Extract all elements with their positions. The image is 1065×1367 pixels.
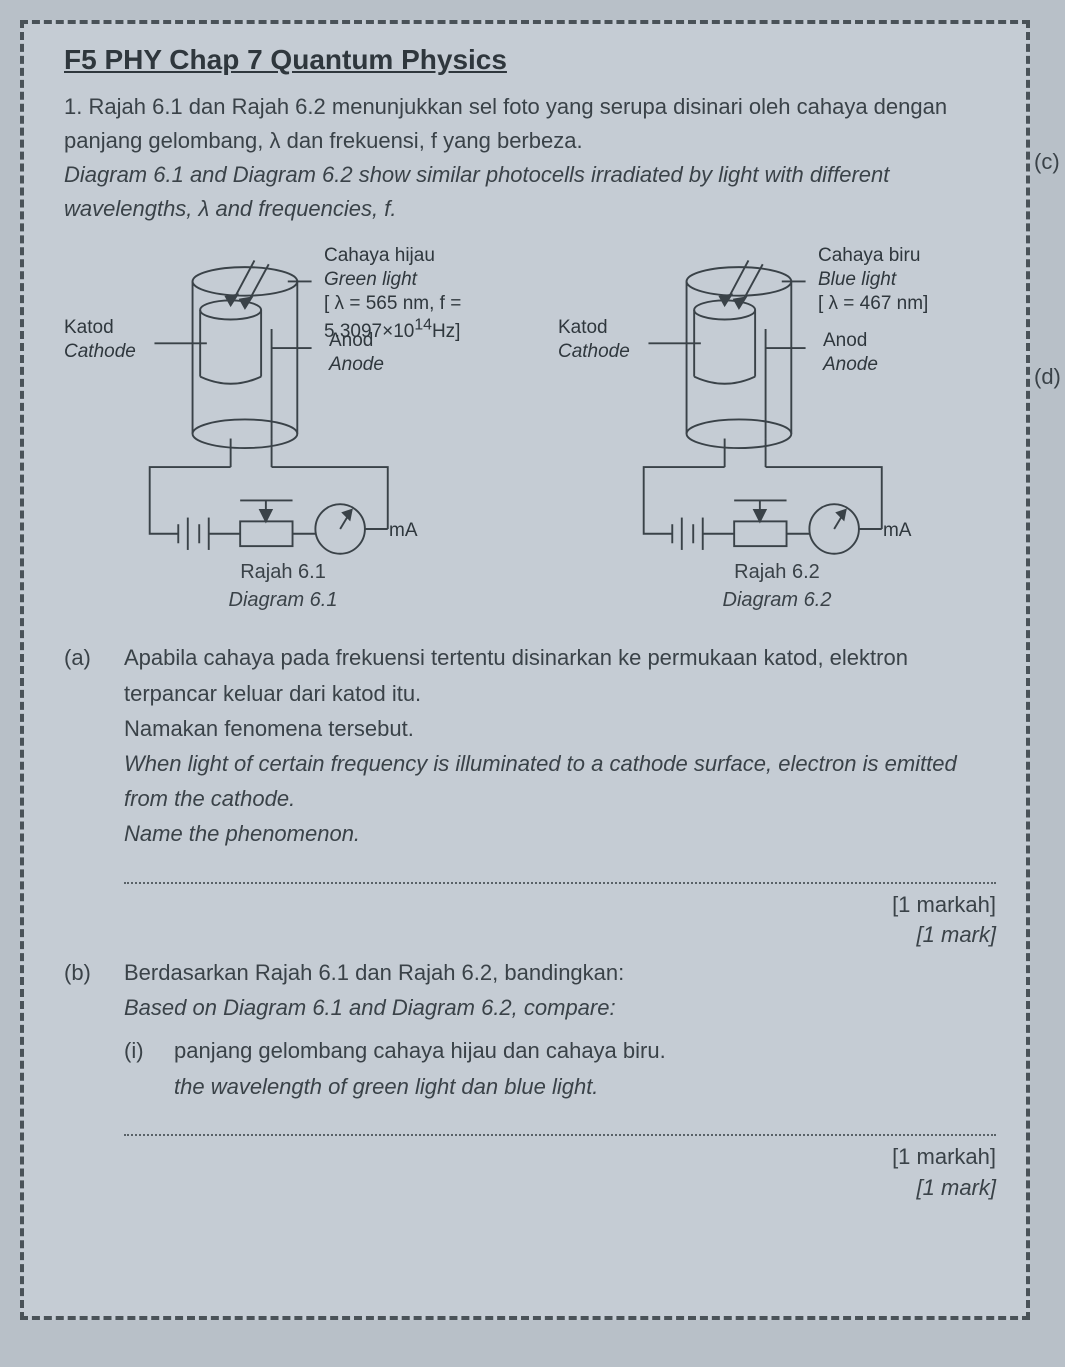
fig1-cathode-label: Katod Cathode bbox=[64, 316, 136, 364]
a-answer-line bbox=[124, 882, 996, 884]
fig1-ma-label: mA bbox=[389, 519, 418, 543]
fig1-anode-label: Anod Anode bbox=[329, 329, 384, 377]
page: (c) (d) F5 PHY Chap 7 Quantum Physics 1.… bbox=[20, 20, 1030, 1320]
fig2-anode-label: Anod Anode bbox=[823, 329, 878, 377]
b-i: (i) panjang gelombang cahaya hijau dan c… bbox=[124, 1033, 996, 1103]
diagram-6-2: Katod Cathode Cahaya biru Blue light [ λ… bbox=[558, 244, 996, 614]
a-ms-2: Namakan fenomena tersebut. bbox=[124, 711, 996, 746]
a-marks: [1 markah] [1 mark] bbox=[124, 890, 996, 952]
side-annotations: (c) (d) bbox=[1034, 24, 1065, 1316]
b-answer-line bbox=[124, 1134, 996, 1136]
side-c: (c) bbox=[1034, 149, 1060, 175]
intro-ms: Rajah 6.1 dan Rajah 6.2 menunjukkan sel … bbox=[64, 94, 947, 153]
q-number: 1. bbox=[64, 94, 82, 119]
fig2-cathode-label: Katod Cathode bbox=[558, 316, 630, 364]
b-marks: [1 markah] [1 mark] bbox=[124, 1142, 996, 1204]
a-number: (a) bbox=[64, 640, 124, 951]
b-i-number: (i) bbox=[124, 1033, 174, 1103]
b-en: Based on Diagram 6.1 and Diagram 6.2, co… bbox=[124, 990, 996, 1025]
a-body: Apabila cahaya pada frekuensi tertentu d… bbox=[124, 640, 996, 951]
b-body: Berdasarkan Rajah 6.1 dan Rajah 6.2, ban… bbox=[124, 955, 996, 1203]
chapter-title: F5 PHY Chap 7 Quantum Physics bbox=[64, 44, 996, 76]
fig2-light-label: Cahaya biru Blue light [ λ = 467 nm] bbox=[818, 244, 928, 315]
diagram-6-1: Katod Cathode Cahaya hijau Green light [… bbox=[64, 244, 502, 614]
intro-en: Diagram 6.1 and Diagram 6.2 show similar… bbox=[64, 158, 996, 226]
question-intro: 1. Rajah 6.1 dan Rajah 6.2 menunjukkan s… bbox=[64, 90, 996, 226]
fig2-caption: Rajah 6.2 Diagram 6.2 bbox=[558, 558, 996, 614]
b-i-body: panjang gelombang cahaya hijau dan cahay… bbox=[174, 1033, 666, 1103]
question-b: (b) Berdasarkan Rajah 6.1 dan Rajah 6.2,… bbox=[64, 955, 996, 1203]
b-number: (b) bbox=[64, 955, 124, 1203]
question-a: (a) Apabila cahaya pada frekuensi terten… bbox=[64, 640, 996, 951]
a-ms-1: Apabila cahaya pada frekuensi tertentu d… bbox=[124, 640, 996, 710]
a-en-1: When light of certain frequency is illum… bbox=[124, 746, 996, 816]
b-i-en: the wavelength of green light dan blue l… bbox=[174, 1069, 666, 1104]
figures-row: Katod Cathode Cahaya hijau Green light [… bbox=[64, 244, 996, 614]
fig1-caption: Rajah 6.1 Diagram 6.1 bbox=[64, 558, 502, 614]
b-i-ms: panjang gelombang cahaya hijau dan cahay… bbox=[174, 1033, 666, 1068]
fig2-ma-label: mA bbox=[883, 519, 912, 543]
b-ms: Berdasarkan Rajah 6.1 dan Rajah 6.2, ban… bbox=[124, 955, 996, 990]
a-en-2: Name the phenomenon. bbox=[124, 816, 996, 851]
side-d: (d) bbox=[1034, 364, 1061, 390]
